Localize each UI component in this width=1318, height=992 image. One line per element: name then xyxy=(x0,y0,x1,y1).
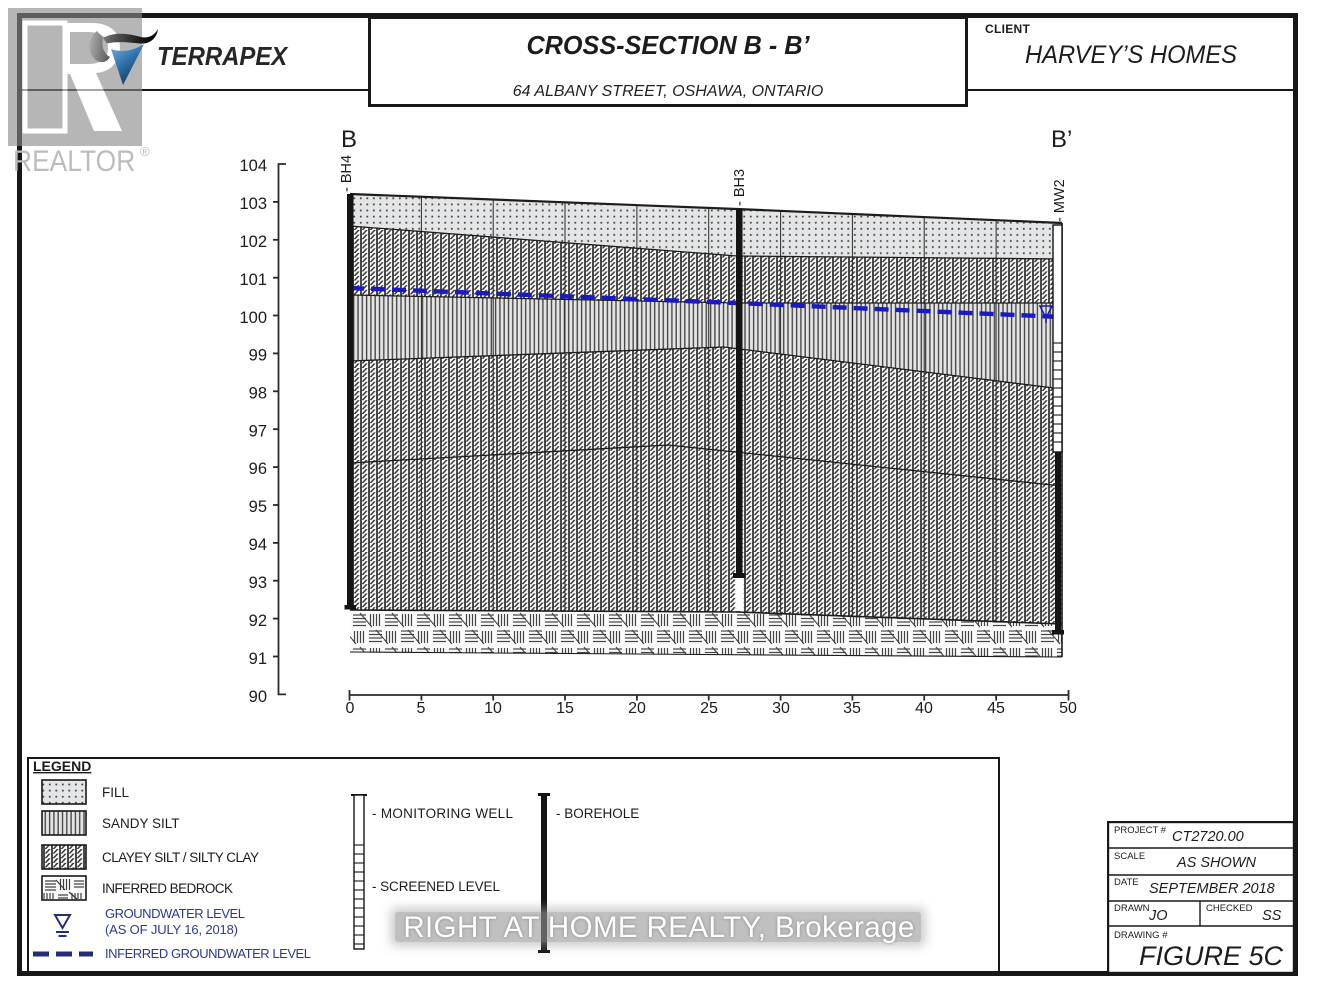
svg-text:90: 90 xyxy=(249,688,267,706)
svg-text:5: 5 xyxy=(417,700,426,717)
svg-text:20: 20 xyxy=(628,700,646,717)
svg-text:93: 93 xyxy=(249,574,267,592)
svg-text:- BOREHOLE: - BOREHOLE xyxy=(556,806,639,821)
svg-text:CLAYEY SILT / SILTY CLAY: CLAYEY SILT / SILTY CLAY xyxy=(102,850,259,865)
svg-text:- BH4: - BH4 xyxy=(339,155,355,192)
svg-text:104: 104 xyxy=(239,157,267,175)
svg-text:103: 103 xyxy=(239,195,267,213)
svg-text:INFERRED BEDROCK: INFERRED BEDROCK xyxy=(102,881,233,896)
svg-text:91: 91 xyxy=(249,650,267,668)
svg-text:35: 35 xyxy=(843,700,861,717)
svg-text:- MONITORING WELL: - MONITORING WELL xyxy=(372,806,513,821)
svg-text:- MW2: - MW2 xyxy=(1052,179,1068,222)
svg-text:10: 10 xyxy=(484,700,502,717)
svg-text:LEGEND: LEGEND xyxy=(33,758,91,774)
svg-text:97: 97 xyxy=(249,423,267,441)
svg-text:SEPTEMBER 2018: SEPTEMBER 2018 xyxy=(1149,881,1275,897)
svg-text:30: 30 xyxy=(772,700,790,717)
svg-text:(AS OF JULY 16, 2018): (AS OF JULY 16, 2018) xyxy=(105,922,238,937)
svg-text:0: 0 xyxy=(346,700,355,717)
svg-text:25: 25 xyxy=(700,700,718,717)
svg-text:FILL: FILL xyxy=(102,785,130,800)
svg-text:CHECKED: CHECKED xyxy=(1206,903,1253,914)
svg-text:AS SHOWN: AS SHOWN xyxy=(1176,855,1256,871)
svg-text:- BH3: - BH3 xyxy=(732,169,748,206)
svg-text:DATE: DATE xyxy=(1114,877,1139,888)
svg-text:SANDY SILT: SANDY SILT xyxy=(102,816,180,831)
svg-text:101: 101 xyxy=(239,271,267,289)
svg-text:DRAWN: DRAWN xyxy=(1114,903,1150,914)
svg-text:100: 100 xyxy=(239,309,267,327)
svg-text:SCALE: SCALE xyxy=(1114,851,1145,862)
svg-text:15: 15 xyxy=(556,700,574,717)
svg-text:INFERRED GROUNDWATER LEVEL: INFERRED GROUNDWATER LEVEL xyxy=(105,946,311,961)
svg-text:94: 94 xyxy=(249,536,267,554)
svg-text:B: B xyxy=(341,126,357,153)
svg-text:99: 99 xyxy=(249,347,267,365)
svg-text:PROJECT #: PROJECT # xyxy=(1114,825,1167,836)
svg-text:B’: B’ xyxy=(1051,126,1072,153)
svg-text:SS: SS xyxy=(1262,908,1282,924)
svg-text:40: 40 xyxy=(915,700,933,717)
svg-text:FIGURE 5C: FIGURE 5C xyxy=(1139,941,1284,971)
svg-text:- SCREENED LEVEL: - SCREENED LEVEL xyxy=(372,879,500,894)
svg-text:92: 92 xyxy=(249,612,267,630)
svg-text:102: 102 xyxy=(239,233,267,251)
svg-text:98: 98 xyxy=(249,385,267,403)
svg-text:45: 45 xyxy=(987,700,1005,717)
svg-text:DRAWING #: DRAWING # xyxy=(1114,930,1168,941)
svg-text:CT2720.00: CT2720.00 xyxy=(1172,829,1244,845)
svg-text:GROUNDWATER LEVEL: GROUNDWATER LEVEL xyxy=(105,906,245,921)
svg-text:JO: JO xyxy=(1148,908,1168,924)
svg-text:50: 50 xyxy=(1059,700,1077,717)
svg-text:96: 96 xyxy=(249,460,267,478)
svg-text:95: 95 xyxy=(249,498,267,516)
